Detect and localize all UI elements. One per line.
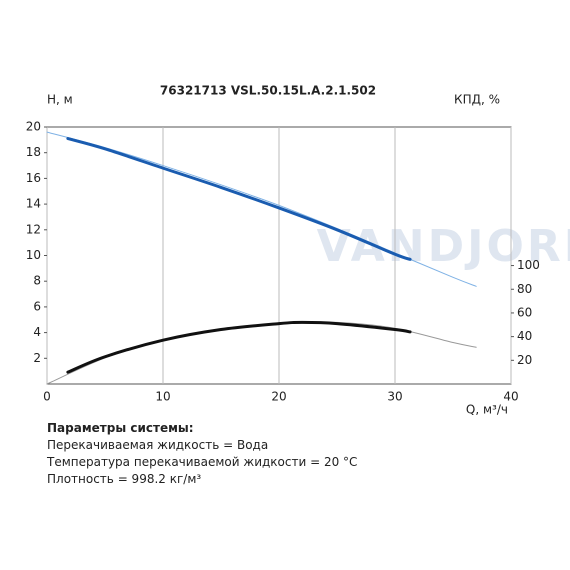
y2-tick-label: 40 (517, 329, 532, 343)
curve (66, 137, 412, 261)
y-tick-label: 14 (26, 197, 41, 211)
params-line: Перекачиваемая жидкость = Вода (47, 438, 269, 452)
y-tick-label: 4 (33, 325, 41, 339)
y-tick-label: 2 (33, 351, 41, 365)
x-tick-label: 30 (387, 390, 402, 404)
y-tick-label: 16 (26, 171, 41, 185)
watermark: VANDJORD (317, 221, 570, 272)
y-tick-label: 12 (26, 222, 41, 236)
y-axis-label: H, м (47, 93, 73, 107)
params-line: Температура перекачиваемой жидкости = 20… (47, 455, 358, 469)
curve (66, 320, 412, 374)
x-axis-label: Q, м³/ч (466, 403, 508, 416)
chart: VANDJORD 76321713 VSL.50.15L.A.2.1.502 H… (26, 84, 570, 417)
x-tick-label: 0 (43, 390, 51, 404)
y-tick-label: 8 (33, 274, 41, 288)
chart-title: 76321713 VSL.50.15L.A.2.1.502 (160, 84, 376, 98)
curve (46, 321, 477, 385)
y-tick-label: 18 (26, 145, 41, 159)
y-tick-label: 20 (26, 120, 41, 134)
x-tick-label: 40 (503, 390, 518, 404)
y2-tick-label: 20 (517, 353, 532, 367)
y-tick-label: 6 (33, 299, 41, 313)
params-heading: Параметры системы: (47, 421, 194, 435)
parameters: Параметры системы: Перекачиваемая жидкос… (47, 420, 357, 488)
curve (46, 131, 477, 287)
params-line: Плотность = 998.2 кг/м³ (47, 472, 202, 486)
y2-tick-label: 60 (517, 305, 532, 319)
x-tick-label: 20 (271, 390, 286, 404)
y2-tick-label: 100 (517, 258, 540, 272)
y2-tick-label: 80 (517, 282, 532, 296)
y-tick-label: 10 (26, 248, 41, 262)
y2-axis-label: КПД, % (454, 93, 500, 107)
x-tick-label: 10 (155, 390, 170, 404)
